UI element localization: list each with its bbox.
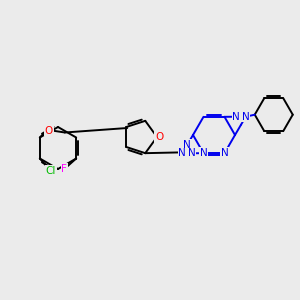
Text: O: O xyxy=(45,125,53,136)
Text: N: N xyxy=(178,148,186,158)
Text: O: O xyxy=(155,132,163,142)
Text: N: N xyxy=(200,148,207,158)
Text: F: F xyxy=(61,164,67,173)
Text: N: N xyxy=(188,148,196,158)
Text: Cl: Cl xyxy=(46,166,56,176)
Text: N: N xyxy=(242,112,250,122)
Text: N: N xyxy=(183,140,191,150)
Text: N: N xyxy=(220,148,228,158)
Text: N: N xyxy=(232,112,240,122)
